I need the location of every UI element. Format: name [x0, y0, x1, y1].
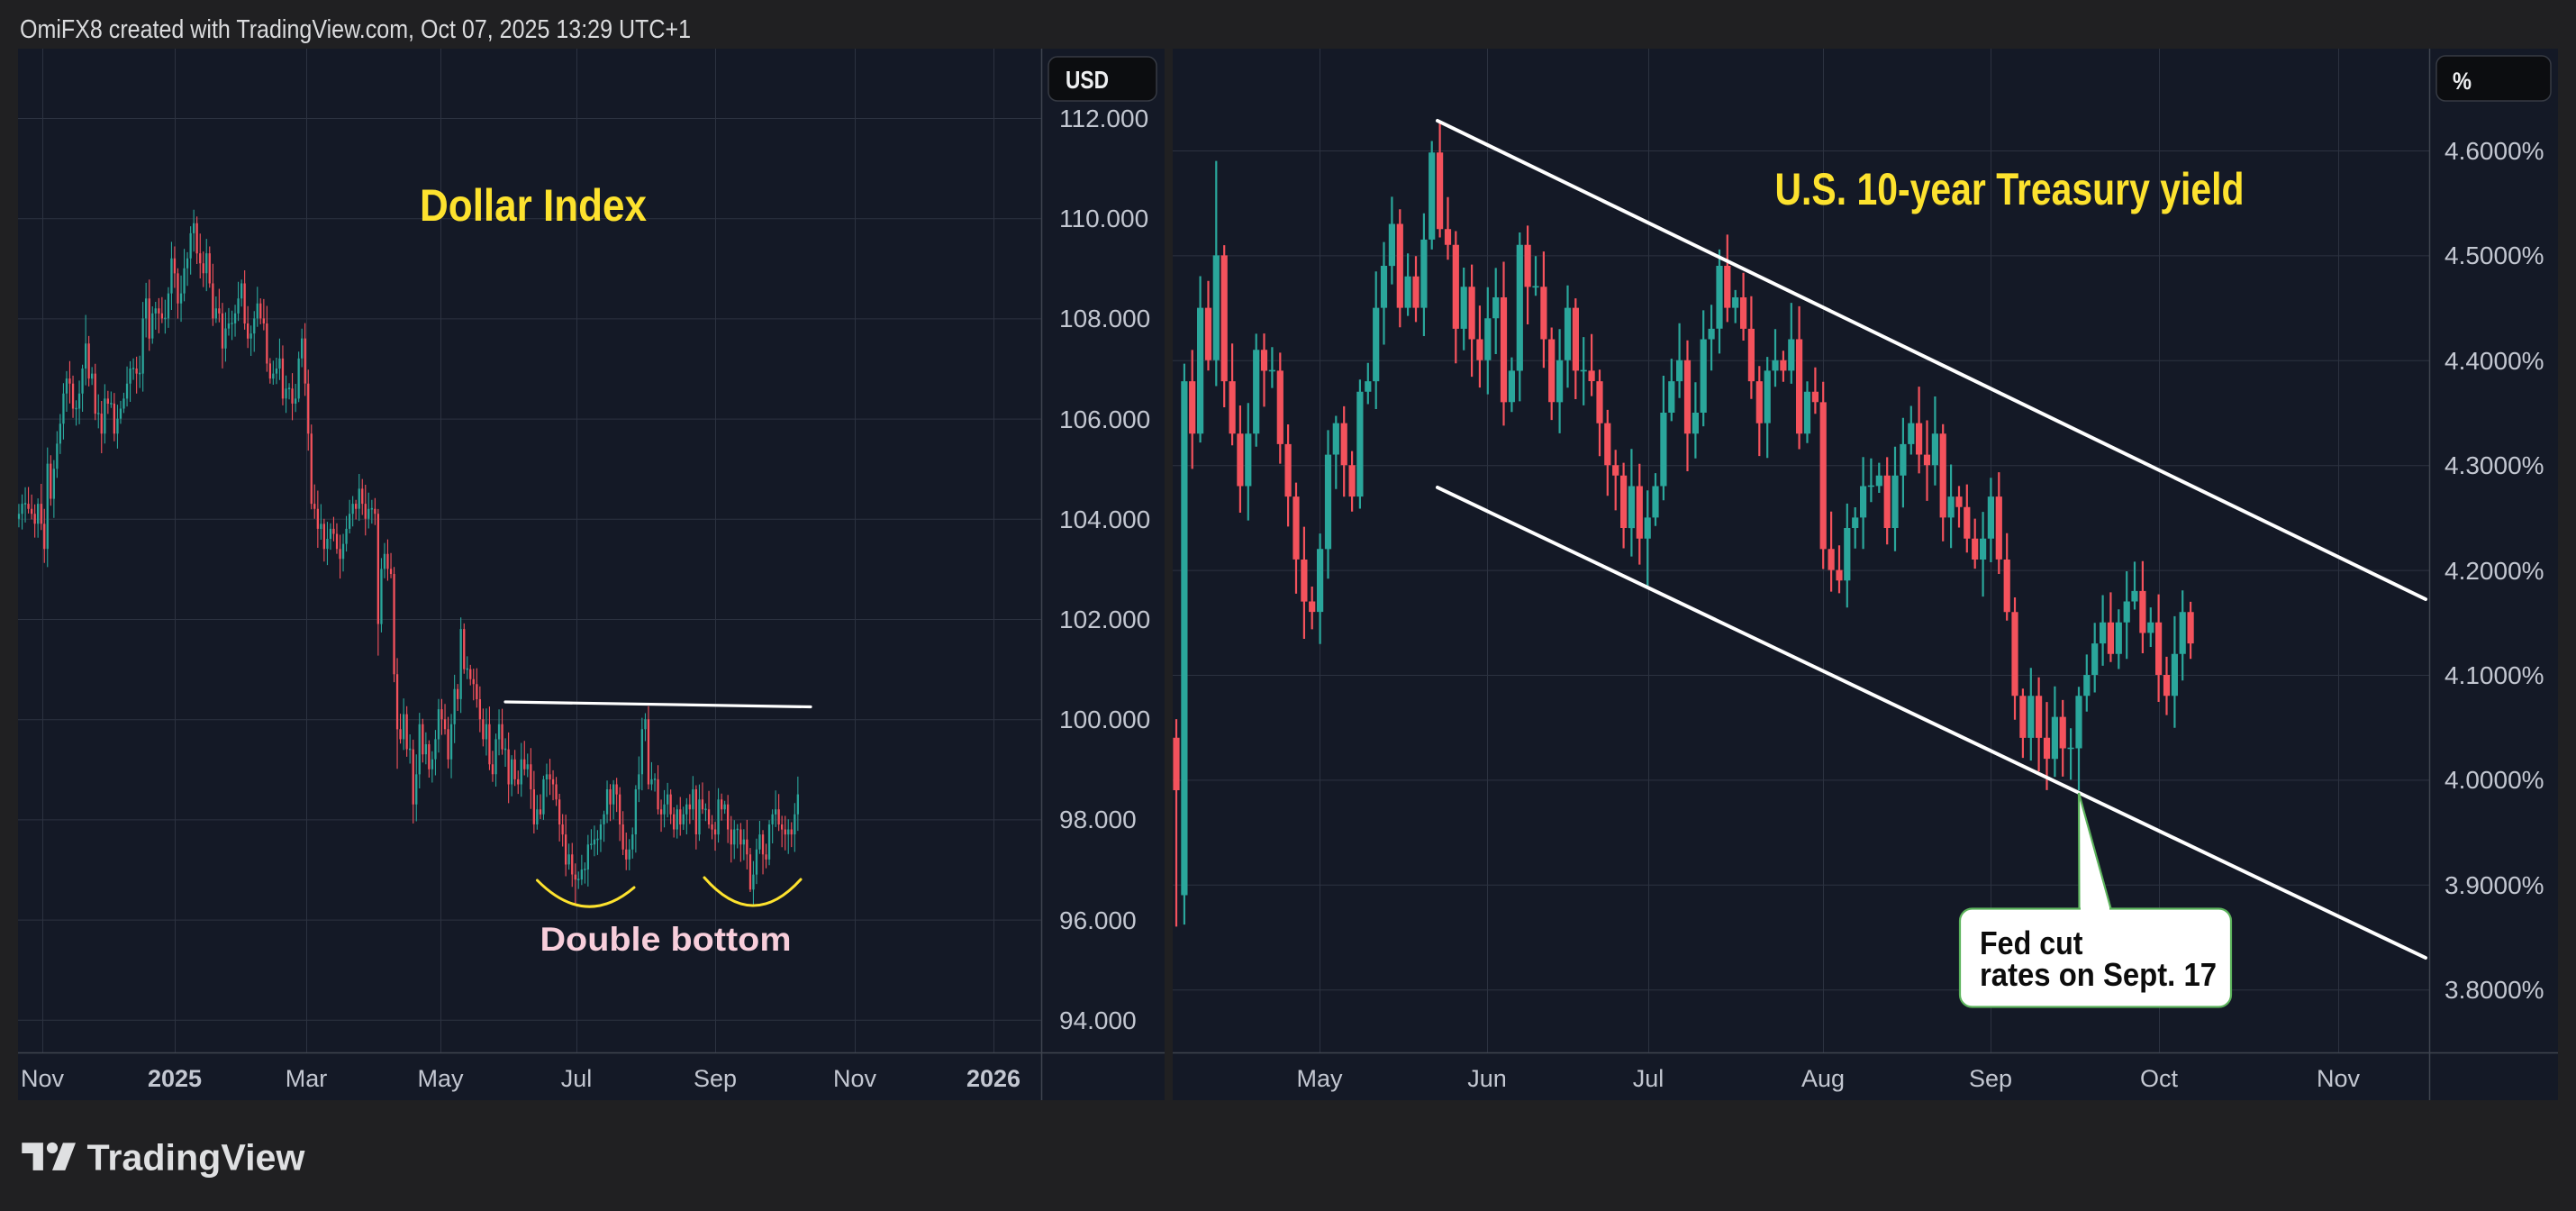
svg-text:104.000: 104.000 [1059, 505, 1150, 533]
svg-text:98.000: 98.000 [1059, 806, 1137, 833]
svg-text:Nov: Nov [2317, 1065, 2361, 1092]
svg-text:OmiFX8 created with TradingVie: OmiFX8 created with TradingView.com, Oct… [20, 15, 691, 44]
svg-text:TradingView: TradingView [87, 1137, 305, 1179]
svg-text:rates on Sept. 17: rates on Sept. 17 [1980, 956, 2217, 993]
svg-text:Aug: Aug [1801, 1065, 1845, 1092]
svg-text:Mar: Mar [286, 1065, 328, 1092]
svg-text:Dollar Index: Dollar Index [420, 180, 647, 231]
svg-text:Sep: Sep [1969, 1065, 2012, 1092]
svg-text:106.000: 106.000 [1059, 405, 1150, 433]
svg-text:May: May [1296, 1065, 1343, 1092]
svg-text:%: % [2453, 68, 2472, 95]
svg-text:U.S. 10-year Treasury yield: U.S. 10-year Treasury yield [1775, 164, 2245, 214]
svg-text:110.000: 110.000 [1059, 205, 1148, 232]
svg-text:4.0000%: 4.0000% [2444, 766, 2544, 794]
svg-text:108.000: 108.000 [1059, 305, 1150, 332]
svg-text:Jul: Jul [1633, 1065, 1664, 1092]
svg-text:4.3000%: 4.3000% [2444, 451, 2544, 479]
svg-text:Nov: Nov [833, 1065, 877, 1092]
svg-text:Fed cut: Fed cut [1980, 924, 2083, 961]
svg-text:3.9000%: 3.9000% [2444, 871, 2544, 899]
svg-text:Double bottom: Double bottom [540, 921, 792, 958]
svg-text:2025: 2025 [148, 1065, 202, 1092]
svg-text:94.000: 94.000 [1059, 1006, 1137, 1034]
svg-text:Jul: Jul [561, 1065, 593, 1092]
svg-text:112.000: 112.000 [1059, 105, 1148, 132]
svg-text:4.5000%: 4.5000% [2444, 241, 2544, 269]
svg-text:4.2000%: 4.2000% [2444, 557, 2544, 585]
svg-text:102.000: 102.000 [1059, 606, 1150, 633]
svg-text:2026: 2026 [966, 1065, 1020, 1092]
svg-text:Oct: Oct [2140, 1065, 2179, 1092]
svg-text:4.6000%: 4.6000% [2444, 137, 2544, 165]
svg-text:3.8000%: 3.8000% [2444, 976, 2544, 1004]
svg-text:Jun: Jun [1467, 1065, 1507, 1092]
svg-text:Nov: Nov [21, 1065, 65, 1092]
svg-text:100.000: 100.000 [1059, 706, 1150, 733]
svg-text:USD: USD [1066, 66, 1109, 94]
svg-text:96.000: 96.000 [1059, 906, 1137, 934]
svg-text:May: May [417, 1065, 464, 1092]
svg-text:4.4000%: 4.4000% [2444, 347, 2544, 375]
svg-text:4.1000%: 4.1000% [2444, 661, 2544, 689]
svg-text:Sep: Sep [694, 1065, 737, 1092]
